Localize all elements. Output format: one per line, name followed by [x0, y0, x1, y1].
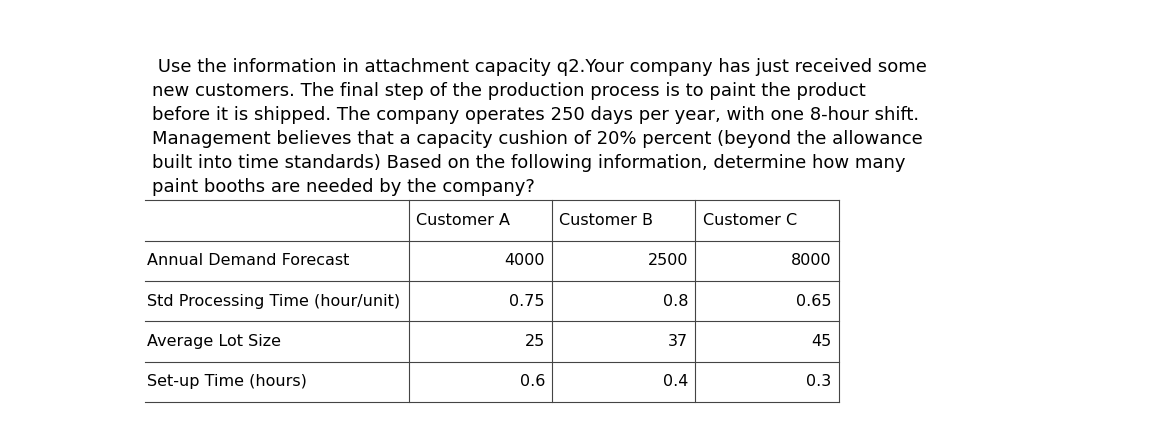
Text: Use the information in attachment capacity q2.Your company has just received som: Use the information in attachment capaci…: [151, 59, 927, 196]
Text: Customer C: Customer C: [703, 213, 796, 228]
Text: 45: 45: [812, 334, 831, 349]
Text: Customer A: Customer A: [416, 213, 510, 228]
Text: 4000: 4000: [504, 253, 544, 268]
Text: Std Processing Time (hour/unit): Std Processing Time (hour/unit): [147, 293, 400, 309]
Text: 2500: 2500: [647, 253, 688, 268]
Text: 8000: 8000: [791, 253, 831, 268]
Text: 37: 37: [668, 334, 688, 349]
Text: 0.4: 0.4: [662, 374, 688, 389]
Text: Average Lot Size: Average Lot Size: [147, 334, 281, 349]
Text: 25: 25: [525, 334, 544, 349]
Text: Set-up Time (hours): Set-up Time (hours): [147, 374, 307, 389]
Text: Annual Demand Forecast: Annual Demand Forecast: [147, 253, 349, 268]
Text: 0.8: 0.8: [662, 293, 688, 309]
Text: Customer B: Customer B: [560, 213, 653, 228]
Text: 0.3: 0.3: [807, 374, 831, 389]
Text: 0.65: 0.65: [796, 293, 831, 309]
Text: 0.6: 0.6: [519, 374, 544, 389]
Text: 0.75: 0.75: [510, 293, 544, 309]
